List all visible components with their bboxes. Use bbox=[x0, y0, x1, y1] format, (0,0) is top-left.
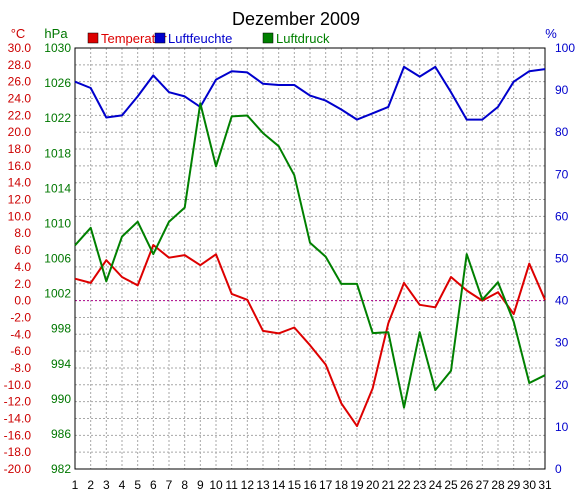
temperature-tick-label: -16.0 bbox=[4, 428, 32, 442]
temperature-tick-label: -10.0 bbox=[4, 378, 32, 392]
legend-label: Luftdruck bbox=[276, 31, 330, 46]
x-tick-label: 10 bbox=[209, 478, 223, 492]
pressure-tick-label: 1002 bbox=[44, 287, 71, 301]
temperature-unit-label: °C bbox=[11, 26, 26, 41]
plot-area: -20.0 -18.0 -16.0 -14.0 -12.0 -10.0 -8.0 -6.0 -4… bbox=[4, 41, 576, 492]
temperature-tick-label: 8.0 bbox=[14, 226, 31, 240]
temperature-tick-label: 28.0 bbox=[8, 58, 32, 72]
pressure-tick-label: 1030 bbox=[44, 41, 71, 55]
legend-label: Luftfeuchte bbox=[168, 31, 232, 46]
x-tick-label: 5 bbox=[134, 478, 141, 492]
temperature-tick-label: -6.0 bbox=[10, 344, 31, 358]
temperature-tick-label: 10.0 bbox=[8, 209, 32, 223]
x-tick-label: 22 bbox=[397, 478, 411, 492]
temperature-tick-label: 14.0 bbox=[8, 176, 32, 190]
plot-frame bbox=[74, 47, 546, 470]
humidity-tick-label: 0 bbox=[555, 462, 562, 476]
pressure-tick-label: 1010 bbox=[44, 216, 71, 230]
humidity-tick-label: 20 bbox=[555, 378, 569, 392]
temperature-tick-label: 6.0 bbox=[14, 243, 31, 257]
series-line-luftfeuchte bbox=[74, 65, 546, 121]
x-tick-label: 29 bbox=[507, 478, 521, 492]
humidity-tick-label: 70 bbox=[555, 167, 569, 181]
humidity-tick-label: 10 bbox=[555, 420, 569, 434]
temperature-tick-label: 24.0 bbox=[8, 92, 32, 106]
x-tick-label: 15 bbox=[288, 478, 302, 492]
pressure-tick-label: 998 bbox=[51, 322, 71, 336]
humidity-unit-label: % bbox=[545, 26, 557, 41]
humidity-tick-label: 40 bbox=[555, 294, 569, 308]
x-tick-label: 12 bbox=[241, 478, 255, 492]
humidity-tick-label: 80 bbox=[555, 125, 569, 139]
x-tick-label: 6 bbox=[150, 478, 157, 492]
temperature-tick-label: 2.0 bbox=[14, 277, 31, 291]
temperature-tick-label: -2.0 bbox=[10, 310, 31, 324]
series-line-temperatur bbox=[74, 244, 546, 428]
legend: Temperatur Luftfeuchte Luftdruck bbox=[87, 31, 330, 46]
temperature-tick-label: 30.0 bbox=[8, 41, 32, 55]
x-tick-label: 28 bbox=[491, 478, 505, 492]
temperature-tick-label: 20.0 bbox=[8, 125, 32, 139]
temperature-tick-label: -12.0 bbox=[4, 395, 32, 409]
pressure-tick-label: 990 bbox=[51, 392, 71, 406]
x-tick-label: 18 bbox=[335, 478, 349, 492]
x-tick-label: 9 bbox=[197, 478, 204, 492]
x-tick-label: 26 bbox=[460, 478, 474, 492]
x-tick-label: 7 bbox=[166, 478, 173, 492]
x-tick-label: 17 bbox=[319, 478, 333, 492]
temperature-tick-label: 16.0 bbox=[8, 159, 32, 173]
temperature-tick-label: 26.0 bbox=[8, 75, 32, 89]
humidity-tick-label: 100 bbox=[555, 41, 575, 55]
legend-swatch bbox=[262, 32, 274, 44]
x-tick-label: 24 bbox=[429, 478, 443, 492]
chart-title: Dezember 2009 bbox=[232, 9, 360, 29]
humidity-tick-label: 30 bbox=[555, 336, 569, 350]
x-tick-label: 25 bbox=[444, 478, 458, 492]
x-tick-label: 13 bbox=[256, 478, 270, 492]
pressure-unit-label: hPa bbox=[44, 26, 68, 41]
temperature-tick-label: -8.0 bbox=[10, 361, 31, 375]
pressure-tick-label: 1014 bbox=[44, 181, 71, 195]
temperature-tick-label: 22.0 bbox=[8, 108, 32, 122]
x-tick-label: 27 bbox=[476, 478, 490, 492]
temperature-tick-label: -4.0 bbox=[10, 327, 31, 341]
x-tick-label: 4 bbox=[119, 478, 126, 492]
humidity-tick-label: 50 bbox=[555, 252, 569, 266]
x-tick-label: 16 bbox=[303, 478, 317, 492]
temperature-tick-label: -14.0 bbox=[4, 411, 32, 425]
temperature-tick-label: -20.0 bbox=[4, 462, 32, 476]
pressure-tick-label: 994 bbox=[51, 357, 71, 371]
x-tick-label: 19 bbox=[350, 478, 364, 492]
legend-swatch bbox=[87, 32, 99, 44]
temperature-tick-label: 4.0 bbox=[14, 260, 31, 274]
pressure-tick-label: 1018 bbox=[44, 146, 71, 160]
legend-label: Temperatur bbox=[101, 31, 167, 46]
temperature-tick-label: -18.0 bbox=[4, 445, 32, 459]
pressure-tick-label: 1006 bbox=[44, 252, 71, 266]
x-tick-label: 8 bbox=[181, 478, 188, 492]
x-tick-label: 11 bbox=[225, 478, 238, 492]
x-tick-label: 3 bbox=[103, 478, 110, 492]
humidity-tick-label: 60 bbox=[555, 209, 569, 223]
humidity-tick-label: 90 bbox=[555, 83, 569, 97]
x-tick-label: 21 bbox=[382, 478, 396, 492]
x-tick-label: 2 bbox=[87, 478, 94, 492]
temperature-tick-label: 18.0 bbox=[8, 142, 32, 156]
pressure-tick-label: 986 bbox=[51, 427, 71, 441]
x-tick-label: 30 bbox=[523, 478, 537, 492]
x-tick-label: 23 bbox=[413, 478, 427, 492]
series-line-luftdruck bbox=[74, 102, 546, 409]
x-tick-label: 20 bbox=[366, 478, 380, 492]
temperature-tick-label: 0.0 bbox=[14, 294, 31, 308]
x-tick-label: 14 bbox=[272, 478, 286, 492]
x-tick-label: 31 bbox=[538, 478, 552, 492]
legend-swatch bbox=[154, 32, 166, 44]
x-tick-label: 1 bbox=[72, 478, 79, 492]
pressure-tick-label: 1026 bbox=[44, 76, 71, 90]
pressure-tick-label: 982 bbox=[51, 462, 71, 476]
temperature-tick-label: 12.0 bbox=[8, 193, 32, 207]
pressure-tick-label: 1022 bbox=[44, 111, 71, 125]
